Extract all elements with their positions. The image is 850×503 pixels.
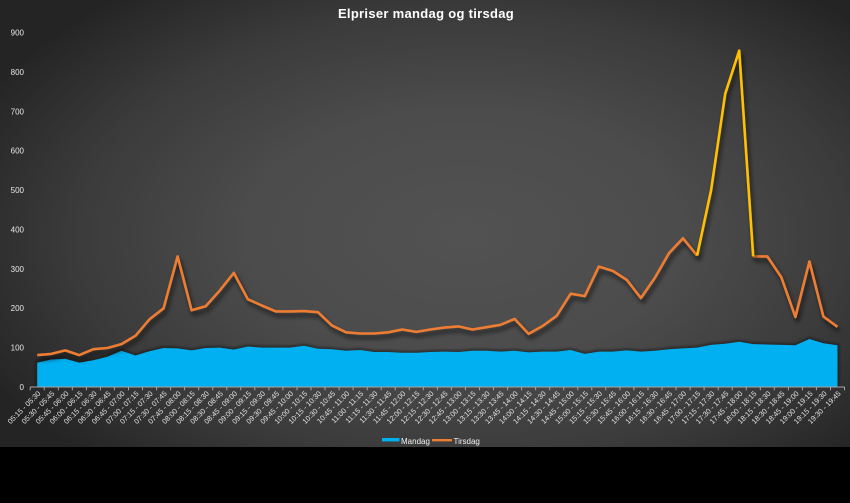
- svg-text:600: 600: [11, 147, 25, 156]
- svg-text:400: 400: [11, 225, 25, 234]
- svg-text:900: 900: [11, 29, 25, 38]
- svg-text:700: 700: [11, 107, 25, 116]
- svg-text:300: 300: [11, 265, 25, 274]
- svg-text:100: 100: [11, 343, 25, 352]
- svg-text:200: 200: [11, 304, 25, 313]
- svg-text:Mandag: Mandag: [401, 437, 430, 446]
- svg-text:800: 800: [11, 68, 25, 77]
- svg-text:500: 500: [11, 186, 25, 195]
- svg-text:Elpriser mandag og tirsdag: Elpriser mandag og tirsdag: [338, 6, 514, 21]
- svg-text:Tirsdag: Tirsdag: [454, 437, 480, 446]
- svg-text:0: 0: [20, 383, 25, 392]
